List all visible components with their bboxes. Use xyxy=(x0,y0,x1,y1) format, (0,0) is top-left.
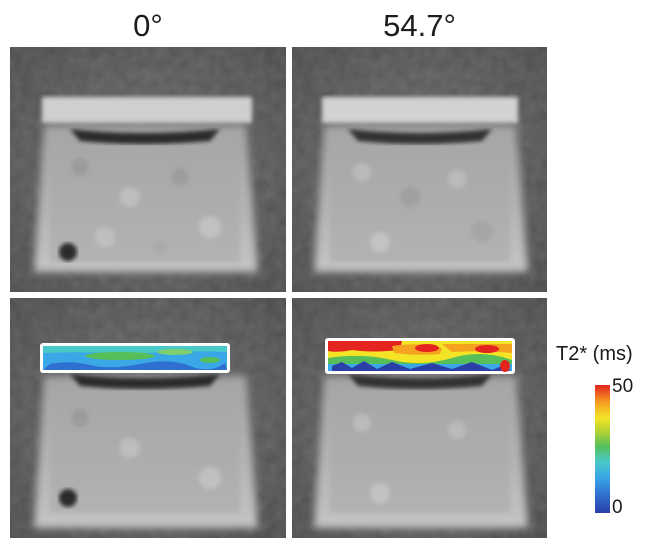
colorbar-min-label: 0 xyxy=(612,497,623,518)
mri-panel-54-7deg xyxy=(292,47,547,292)
colorbar-label: T2* (ms) xyxy=(556,343,633,365)
column-title-0deg: 0° xyxy=(133,8,163,43)
column-title-54-7deg: 54.7° xyxy=(383,8,456,43)
t2star-map-panel-0deg xyxy=(10,298,286,538)
t2star-map-panel-54-7deg xyxy=(292,298,547,538)
colorbar-max-label: 50 xyxy=(612,376,634,397)
mri-panel-0deg xyxy=(10,47,286,292)
colorbar-gradient xyxy=(595,385,610,513)
